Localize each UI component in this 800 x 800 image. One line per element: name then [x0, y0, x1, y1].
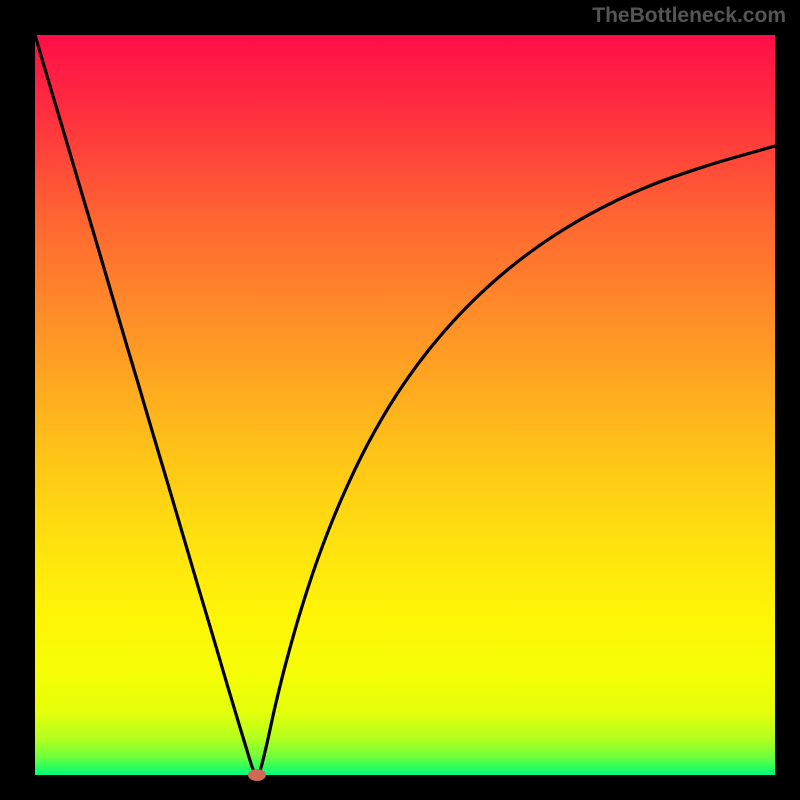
- curve-svg: [35, 35, 775, 775]
- ascending-curve: [258, 146, 775, 775]
- descending-curve: [35, 35, 257, 775]
- minimum-marker: [248, 769, 266, 781]
- plot-area: [35, 35, 775, 775]
- chart-container: TheBottleneck.com: [0, 0, 800, 800]
- watermark-text: TheBottleneck.com: [592, 4, 786, 28]
